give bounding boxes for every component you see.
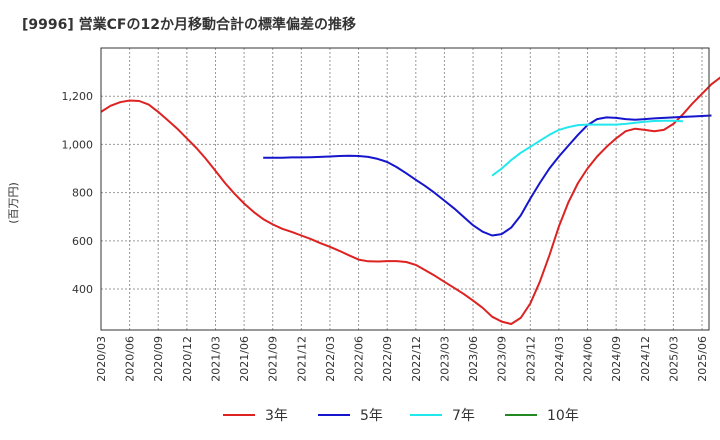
series-line-2 (491, 119, 683, 177)
x-tick-label: 2022/12 (410, 336, 423, 382)
legend-item: 7年 (410, 408, 475, 424)
legend: 3年 5年 7年 10年 (223, 408, 579, 424)
y-tick-label: 600 (72, 235, 93, 248)
x-tick-label: 2024/12 (639, 336, 652, 382)
x-tick-label: 2020/09 (152, 336, 165, 382)
y-axis-label: (百万円) (7, 182, 20, 224)
x-tick-label: 2023/06 (467, 336, 480, 382)
y-tick-label: 1,000 (62, 138, 94, 151)
series-lines (100, 76, 720, 325)
y-tick-label: 1,200 (62, 90, 94, 103)
x-ticks: 2020/03 2020/06 2020/09 2020/12 2021/03 2021/… (95, 336, 709, 382)
x-tick-label: 2022/03 (324, 336, 337, 382)
x-tick-label: 2021/06 (238, 336, 251, 382)
chart-title: [9996] 営業CFの12か月移動合計の標準偏差の推移 (22, 16, 356, 33)
grid (100, 48, 709, 330)
x-tick-label: 2022/09 (381, 336, 394, 382)
legend-item: 3年 (223, 408, 288, 424)
legend-label: 10年 (547, 408, 579, 424)
y-tick-label: 800 (72, 187, 93, 200)
plot-frame (100, 47, 710, 331)
legend-label: 5年 (360, 408, 383, 424)
series-line-1 (263, 114, 712, 237)
y-ticks: 400 600 800 1,000 1,200 (62, 90, 94, 296)
y-tick-label: 400 (72, 283, 93, 296)
x-tick-label: 2020/06 (124, 336, 137, 382)
x-tick-label: 2022/06 (353, 336, 366, 382)
x-tick-label: 2020/03 (95, 336, 108, 382)
x-tick-label: 2023/03 (438, 336, 451, 382)
legend-item: 5年 (318, 408, 383, 424)
x-tick-label: 2023/09 (496, 336, 509, 382)
legend-label: 7年 (452, 408, 475, 424)
series-line-0 (100, 76, 720, 325)
x-tick-label: 2023/12 (524, 336, 537, 382)
x-tick-label: 2024/03 (553, 336, 566, 382)
x-tick-label: 2025/03 (667, 336, 680, 382)
legend-item: 10年 (505, 408, 579, 424)
x-tick-label: 2024/09 (610, 336, 623, 382)
x-tick-label: 2025/06 (696, 336, 709, 382)
x-tick-label: 2021/09 (267, 336, 280, 382)
x-tick-label: 2021/03 (209, 336, 222, 382)
x-tick-label: 2020/12 (181, 336, 194, 382)
x-tick-label: 2024/06 (582, 336, 595, 382)
legend-label: 3年 (265, 408, 288, 424)
x-tick-label: 2021/12 (295, 336, 308, 382)
